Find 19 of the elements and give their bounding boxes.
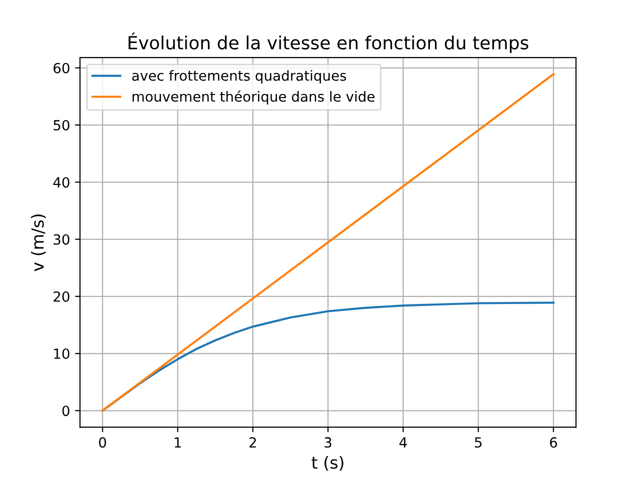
y-tick-label: 30 — [54, 234, 70, 245]
y-tick-label: 60 — [54, 62, 70, 74]
chart-title: Évolution de la vitesse en fonction du temps — [128, 32, 528, 54]
legend-label: avec frottements quadratiques — [132, 70, 346, 84]
x-tick-label: 2 — [249, 437, 256, 448]
legend-label: mouvement théorique dans le vide — [132, 90, 374, 104]
y-tick-label: 0 — [62, 406, 70, 416]
y-tick-label: 40 — [53, 177, 70, 188]
y-tick-label: 10 — [54, 348, 70, 359]
x-tick-label: 1 — [174, 437, 181, 448]
x-axis-title: t (s) — [312, 456, 344, 471]
x-tick-label: 3 — [324, 437, 332, 448]
y-tick-label: 20 — [54, 291, 70, 302]
y-axis-title: v (m/s) — [30, 214, 46, 272]
x-tick-label: 4 — [399, 437, 407, 448]
x-tick-label: 6 — [550, 437, 557, 448]
x-tick-label: 5 — [474, 437, 482, 448]
x-tick-label: 0 — [99, 437, 106, 448]
y-tick-label: 50 — [54, 120, 70, 130]
